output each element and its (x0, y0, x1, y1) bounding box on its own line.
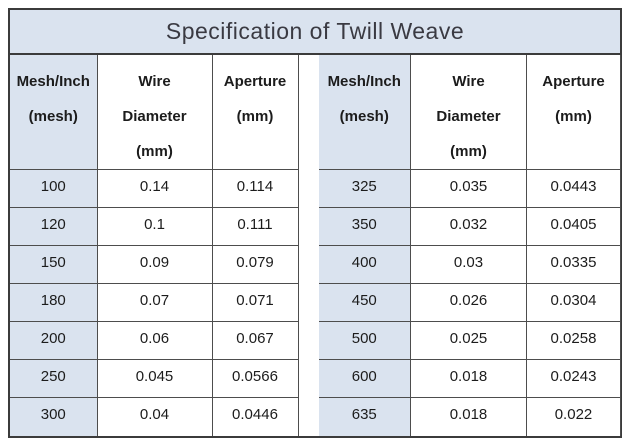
header-line: (mm) (450, 143, 487, 160)
header-line (213, 134, 298, 169)
wire-diameter-cell: 0.07 (96, 283, 213, 322)
table-row: 180 0.07 0.071 (10, 283, 299, 322)
wire-diameter-cell: 0.14 (96, 169, 213, 208)
aperture-cell: 0.071 (211, 283, 299, 322)
table-row: 600 0.018 0.0243 (318, 359, 621, 398)
header-line: Mesh/Inch (16, 73, 90, 90)
wire-diameter-header-cell: Wire Diameter (mm) (410, 55, 527, 170)
aperture-cell: 0.0443 (526, 169, 621, 208)
wire-diameter-cell: 0.035 (410, 169, 527, 208)
header-line (319, 134, 411, 169)
aperture-cell: 0.022 (526, 397, 621, 436)
left-header-row: Mesh/Inch (mesh) Wire Diameter (mm) Aper… (10, 55, 299, 170)
table-row: 350 0.032 0.0405 (318, 207, 621, 246)
wire-diameter-cell: 0.018 (410, 359, 527, 398)
mesh-cell: 150 (10, 245, 98, 284)
mesh-cell: 120 (10, 207, 98, 246)
wire-diameter-cell: 0.025 (410, 321, 527, 360)
header-line: Diameter (436, 108, 501, 125)
wire-diameter-cell: 0.1 (96, 207, 213, 246)
header-line (10, 134, 97, 169)
table-row: 150 0.09 0.079 (10, 245, 299, 284)
header-line: (mesh) (339, 108, 389, 125)
table-row: 400 0.03 0.0335 (318, 245, 621, 284)
mesh-cell: 325 (318, 169, 411, 208)
table-row: 500 0.025 0.0258 (318, 321, 621, 360)
mesh-cell: 180 (10, 283, 98, 322)
table-row: 100 0.14 0.114 (10, 169, 299, 208)
wire-diameter-cell: 0.032 (410, 207, 527, 246)
wire-diameter-cell: 0.03 (410, 245, 527, 284)
left-spec-table: Mesh/Inch (mesh) Wire Diameter (mm) Aper… (10, 55, 299, 436)
mesh-cell: 400 (318, 245, 411, 284)
wire-diameter-cell: 0.018 (410, 397, 527, 436)
aperture-cell: 0.079 (211, 245, 299, 284)
header-line: (mm) (236, 108, 274, 125)
wire-diameter-cell: 0.04 (96, 397, 213, 436)
mesh-cell: 500 (318, 321, 411, 360)
aperture-cell: 0.0405 (526, 207, 621, 246)
table-row: 635 0.018 0.022 (318, 397, 621, 436)
header-line: Aperture (542, 73, 605, 90)
table-row: 250 0.045 0.0566 (10, 359, 299, 398)
aperture-cell: 0.0258 (526, 321, 621, 360)
header-line (527, 134, 620, 169)
header-line: (mesh) (28, 108, 78, 125)
header-line: (mm) (555, 108, 592, 125)
table-row: 450 0.026 0.0304 (318, 283, 621, 322)
aperture-header-cell: Aperture (mm) (211, 55, 299, 170)
right-header-row: Mesh/Inch (mesh) Wire Diameter (mm) Aper… (318, 55, 621, 170)
mesh-cell: 300 (10, 397, 98, 436)
aperture-cell: 0.111 (211, 207, 299, 246)
right-spec-table: Mesh/Inch (mesh) Wire Diameter (mm) Aper… (318, 55, 621, 436)
mesh-cell: 250 (10, 359, 98, 398)
aperture-cell: 0.0304 (526, 283, 621, 322)
table-spacer (298, 55, 319, 436)
header-line: (mm) (136, 143, 173, 160)
mesh-cell: 200 (10, 321, 98, 360)
table-row: 200 0.06 0.067 (10, 321, 299, 360)
header-line: Diameter (122, 108, 187, 125)
mesh-cell: 100 (10, 169, 98, 208)
table-row: 300 0.04 0.0446 (10, 397, 299, 436)
mesh-header-cell: Mesh/Inch (mesh) (318, 55, 411, 170)
wire-diameter-cell: 0.045 (96, 359, 213, 398)
table-title: Specification of Twill Weave (10, 10, 620, 55)
aperture-cell: 0.0335 (526, 245, 621, 284)
aperture-header-cell: Aperture (mm) (526, 55, 621, 170)
wire-diameter-cell: 0.026 (410, 283, 527, 322)
mesh-cell: 635 (318, 397, 411, 436)
aperture-cell: 0.114 (211, 169, 299, 208)
aperture-cell: 0.0566 (211, 359, 299, 398)
mesh-cell: 600 (318, 359, 411, 398)
header-line: Wire (138, 73, 171, 90)
mesh-cell: 350 (318, 207, 411, 246)
aperture-cell: 0.0446 (211, 397, 299, 436)
table-row: 120 0.1 0.111 (10, 207, 299, 246)
aperture-cell: 0.067 (211, 321, 299, 360)
wire-diameter-header-cell: Wire Diameter (mm) (96, 55, 213, 170)
table-row: 325 0.035 0.0443 (318, 169, 621, 208)
header-line: Aperture (223, 73, 287, 90)
wire-diameter-cell: 0.09 (96, 245, 213, 284)
mesh-cell: 450 (318, 283, 411, 322)
header-line: Mesh/Inch (327, 73, 401, 90)
wire-diameter-cell: 0.06 (96, 321, 213, 360)
mesh-header-cell: Mesh/Inch (mesh) (10, 55, 98, 170)
spec-table-container: Specification of Twill Weave Mesh/Inch (… (8, 8, 622, 438)
tables-row: Mesh/Inch (mesh) Wire Diameter (mm) Aper… (10, 55, 621, 436)
header-line: Wire (452, 73, 485, 90)
aperture-cell: 0.0243 (526, 359, 621, 398)
